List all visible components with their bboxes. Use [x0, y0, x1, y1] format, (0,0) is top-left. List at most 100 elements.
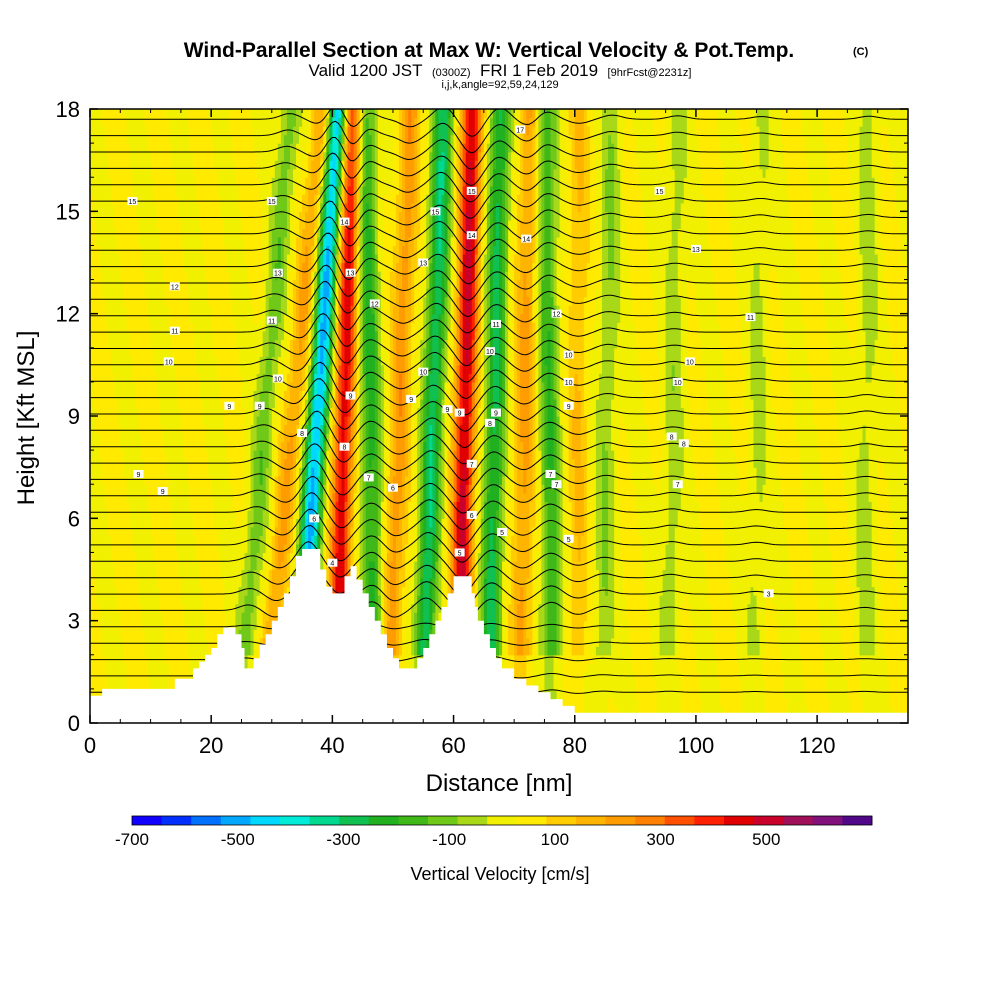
field-cell: [671, 620, 676, 630]
field-cell: [747, 629, 752, 639]
field-cell: [120, 629, 124, 639]
field-cell: [205, 637, 209, 647]
field-cell: [720, 646, 724, 656]
field-cell: [414, 654, 418, 664]
field-cell: [114, 680, 118, 690]
field-cell: [877, 697, 882, 707]
field-cell: [592, 612, 597, 622]
field-cell: [586, 646, 591, 656]
field-cell: [580, 663, 585, 673]
field-cell: [771, 705, 776, 716]
field-cell: [841, 705, 845, 716]
field-cell: [159, 680, 164, 690]
field-cell: [804, 620, 809, 630]
field-cell: [859, 671, 864, 681]
field-cell: [559, 663, 564, 673]
field-cell: [814, 688, 818, 699]
field-cell: [538, 671, 543, 681]
field-cell: [550, 680, 555, 690]
field-cell: [892, 705, 897, 716]
field-cell: [871, 620, 876, 630]
field-cell: [865, 680, 870, 690]
field-cell: [595, 705, 600, 716]
field-cell: [205, 603, 209, 613]
field-cell: [414, 603, 418, 613]
field-cell: [583, 688, 588, 699]
field-cell: [711, 705, 715, 716]
field-cell: [880, 637, 885, 647]
field-cell: [735, 688, 739, 699]
field-cell: [395, 629, 400, 639]
field-cell: [562, 620, 567, 630]
field-cell: [838, 663, 842, 673]
field-cell: [538, 663, 543, 673]
field-cell: [505, 612, 509, 622]
field-cell: [120, 637, 124, 647]
valid-utc: (0300Z): [432, 67, 471, 79]
field-cell: [762, 705, 767, 716]
field-cell: [747, 620, 752, 630]
field-cell: [111, 637, 115, 647]
field-cell: [826, 688, 830, 699]
field-cell: [614, 697, 618, 707]
field-cell: [256, 629, 261, 639]
field-cell: [517, 654, 521, 664]
field-cell: [150, 680, 155, 690]
field-cell: [904, 612, 908, 622]
field-cell: [804, 663, 809, 673]
field-cell: [93, 637, 97, 647]
field-cell: [898, 637, 903, 647]
field-cell: [402, 629, 406, 639]
field-cell: [141, 680, 146, 690]
field-cell: [814, 612, 818, 622]
field-cell: [856, 688, 861, 699]
field-cell: [211, 620, 215, 630]
field-cell: [877, 663, 882, 673]
field-cell: [741, 637, 745, 647]
field-cell: [586, 663, 591, 673]
field-cell: [232, 603, 237, 613]
field-cell: [547, 612, 552, 622]
field-cell: [711, 612, 715, 622]
field-cell: [132, 629, 137, 639]
field-cell: [859, 680, 864, 690]
field-cell: [247, 637, 252, 647]
field-cell: [617, 680, 621, 690]
field-cell: [102, 603, 106, 613]
field-cell: [701, 620, 706, 630]
field-cell: [577, 697, 582, 707]
field-cell: [747, 697, 752, 707]
field-cell: [677, 646, 682, 656]
field-cell: [574, 646, 579, 656]
field-cell: [732, 697, 736, 707]
field-cell: [126, 637, 130, 647]
field-cell: [680, 705, 685, 716]
field-cell: [671, 629, 676, 639]
field-cell: [90, 612, 94, 622]
field-cell: [762, 629, 767, 639]
field-cell: [514, 612, 518, 622]
field-cell: [832, 646, 836, 656]
field-cell: [829, 620, 833, 630]
field-cell: [862, 646, 867, 656]
field-cell: [565, 697, 570, 707]
field-cell: [635, 705, 639, 716]
field-cell: [823, 637, 827, 647]
field-cell: [892, 697, 897, 707]
field-cell: [862, 612, 867, 622]
field-cell: [562, 688, 567, 699]
field-cell: [426, 620, 430, 630]
field-cell: [189, 612, 194, 622]
field-cell: [717, 637, 721, 647]
field-cell: [614, 680, 618, 690]
field-cell: [762, 663, 767, 673]
field-cell: [132, 663, 137, 673]
field-cell: [108, 612, 112, 622]
field-cell: [723, 612, 727, 622]
field-cell: [629, 663, 633, 673]
field-cell: [844, 688, 849, 699]
field-cell: [798, 688, 803, 699]
field-cell: [214, 629, 218, 639]
field-cell: [656, 688, 661, 699]
field-cell: [562, 629, 567, 639]
